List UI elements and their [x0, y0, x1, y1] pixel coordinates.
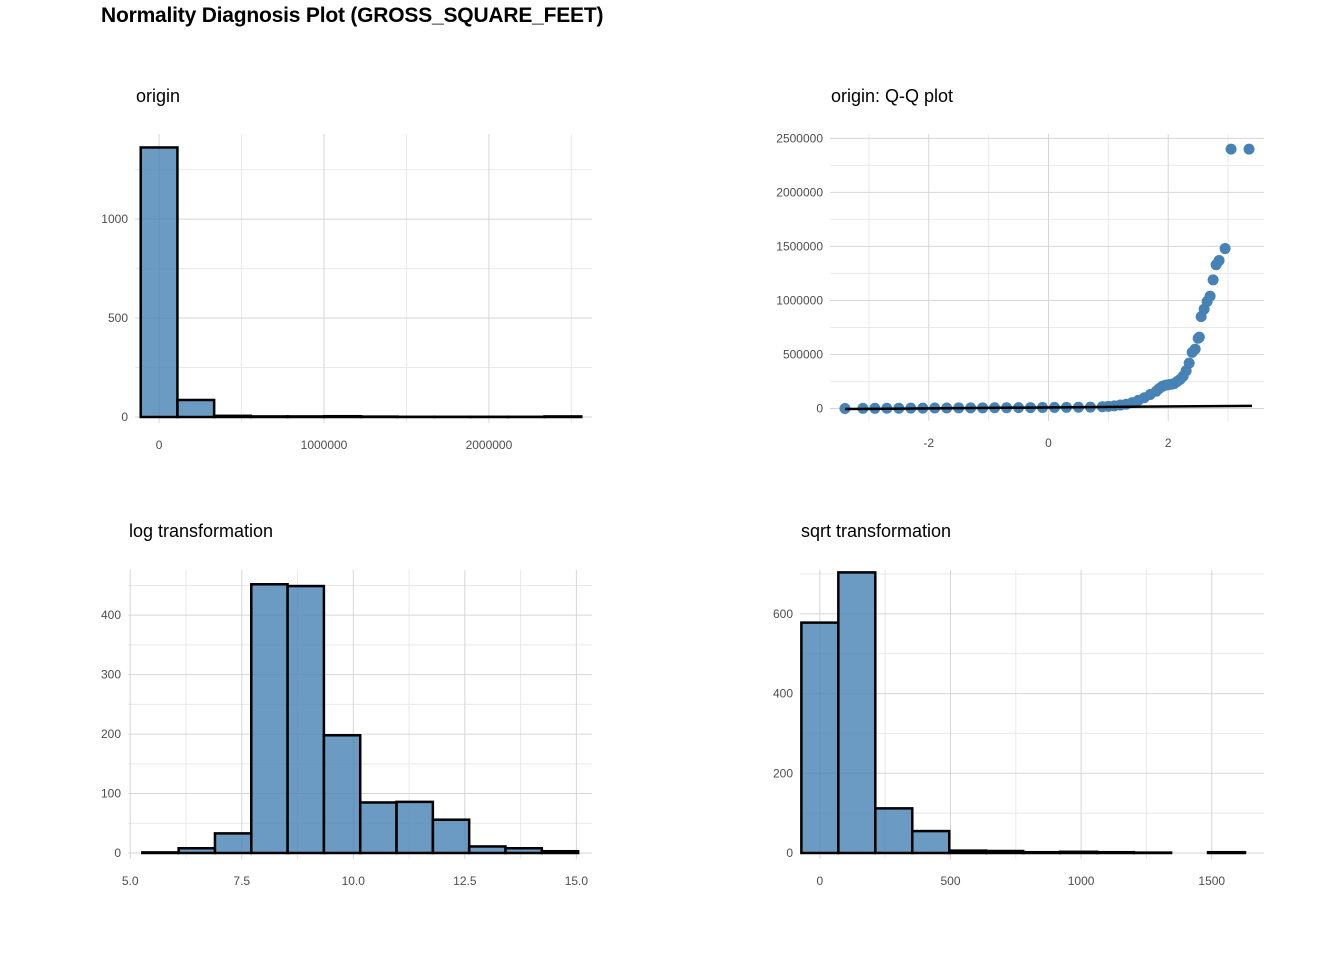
- qq-panel-title: origin: Q-Q plot: [831, 86, 954, 106]
- qq-point: [1193, 331, 1205, 343]
- qq-plot: -2 0 2 0 500000 1000000 1500000 2000000 2500000: [776, 131, 1264, 450]
- log-bar: [504, 846, 544, 855]
- sqrt-y-tick-label: 600: [773, 607, 793, 621]
- log-y-tick-label: 200: [101, 727, 121, 741]
- sqrt-x-tick-label: 0: [817, 874, 824, 888]
- sqrt-bar: [947, 849, 988, 855]
- sqrt-bar: [874, 807, 914, 855]
- log-bar: [431, 818, 471, 855]
- qq-point: [1183, 357, 1195, 369]
- qq-point: [1219, 243, 1231, 255]
- log-bar: [177, 846, 217, 855]
- sqrt-x-tick-label: 1000: [1068, 874, 1095, 888]
- sqrt-y-tick-label: 0: [786, 846, 793, 860]
- origin-y-tick-label: 500: [108, 311, 128, 325]
- origin-y-tick-label: 0: [121, 410, 128, 424]
- qq-x-tick-label: -2: [923, 436, 934, 450]
- qq-point: [1189, 343, 1201, 355]
- origin-panel-title: origin: [136, 86, 181, 106]
- log-x-tick-label: 15.0: [565, 874, 589, 888]
- qq-reference-line: [844, 404, 1253, 411]
- qq-point: [1225, 143, 1237, 155]
- log-y-tick-label: 100: [101, 787, 121, 801]
- sqrt-bar: [837, 571, 877, 855]
- sqrt-x-tick-label: 1500: [1198, 874, 1225, 888]
- log-bar: [141, 851, 180, 855]
- sqrt-bar: [1095, 850, 1136, 855]
- qq-point: [1204, 290, 1216, 302]
- main-title: Normality Diagnosis Plot (GROSS_SQUARE_F…: [101, 4, 604, 27]
- log-bar: [540, 849, 580, 855]
- sqrt-bar: [1021, 850, 1062, 855]
- qq-y-tick-label: 1500000: [776, 239, 823, 253]
- qq-point: [1243, 143, 1255, 155]
- origin-bar: [323, 414, 363, 419]
- qq-x-tick-label: 0: [1045, 436, 1052, 450]
- origin-bar: [249, 415, 289, 419]
- sqrt-histogram: 0 500 1000 1500 0 200 400 600: [773, 570, 1264, 888]
- origin-bar: [212, 414, 253, 419]
- origin-bar: [286, 415, 326, 419]
- log-bar: [467, 845, 507, 855]
- qq-point: [1207, 274, 1219, 286]
- log-bar: [358, 801, 398, 855]
- log-y-tick-label: 300: [101, 668, 121, 682]
- log-bar: [213, 832, 253, 855]
- sqrt-y-tick-label: 400: [773, 687, 793, 701]
- origin-x-tick-label: 0: [156, 438, 163, 452]
- log-x-tick-label: 12.5: [453, 874, 477, 888]
- qq-y-tick-label: 1000000: [776, 293, 823, 307]
- sqrt-bar: [1206, 850, 1247, 855]
- origin-x-tick-label: 2000000: [466, 438, 513, 452]
- qq-y-tick-label: 500000: [783, 347, 823, 361]
- origin-x-tick-label: 1000000: [301, 438, 348, 452]
- qq-y-tick-label: 0: [816, 402, 823, 416]
- log-bar: [395, 800, 435, 855]
- origin-bar: [176, 398, 216, 419]
- log-histogram: 5.0 7.5 10.0 12.5 15.0 0 100 200 300 400: [101, 570, 592, 888]
- log-y-tick-label: 400: [101, 608, 121, 622]
- sqrt-y-tick-label: 200: [773, 766, 793, 780]
- log-x-tick-label: 5.0: [122, 874, 139, 888]
- origin-y-tick-label: 1000: [101, 212, 128, 226]
- sqrt-panel-title: sqrt transformation: [801, 521, 952, 541]
- qq-y-tick-label: 2000000: [776, 185, 823, 199]
- sqrt-bar: [911, 829, 951, 855]
- log-bar: [286, 584, 326, 855]
- log-x-tick-label: 10.0: [342, 874, 366, 888]
- origin-bar: [543, 415, 583, 419]
- origin-bar: [139, 146, 179, 419]
- log-panel-title: log transformation: [129, 521, 274, 541]
- sqrt-bar: [984, 849, 1025, 855]
- origin-histogram: 0 1000000 2000000 0 500 1000: [101, 134, 592, 452]
- qq-point: [1213, 254, 1225, 266]
- qq-x-tick-label: 2: [1165, 436, 1172, 450]
- sqrt-bar: [1058, 850, 1099, 855]
- qq-y-tick-label: 2500000: [776, 131, 823, 145]
- log-bar: [250, 583, 289, 855]
- log-x-tick-label: 7.5: [233, 874, 250, 888]
- log-y-tick-label: 0: [114, 846, 121, 860]
- sqrt-x-tick-label: 500: [940, 874, 960, 888]
- log-bar: [322, 734, 362, 855]
- sqrt-bar: [800, 621, 840, 855]
